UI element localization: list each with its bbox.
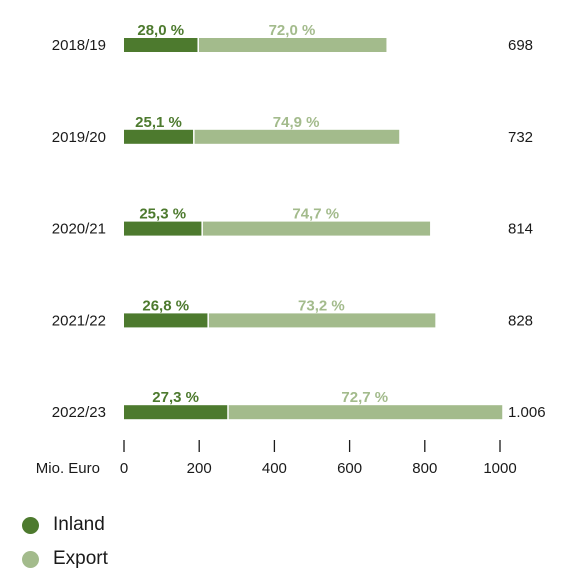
data-label-export-2: 74,7 % [292, 206, 339, 223]
legend-label-inland: Inland [53, 514, 105, 535]
data-label-inland-2: 25,3 % [139, 206, 186, 223]
data-label-export-1: 74,9 % [273, 114, 320, 131]
bar-export-3 [208, 313, 436, 328]
data-label-export-4: 72,7 % [341, 389, 388, 406]
bar-inland-4 [124, 405, 228, 420]
x-tick-label-0: 0 [120, 460, 128, 477]
category-label-2: 2020/21 [52, 221, 106, 238]
total-label-0: 698 [508, 37, 533, 54]
bar-inland-2 [124, 221, 202, 236]
x-tick-label-1: 200 [187, 460, 212, 477]
x-axis-label: Mio. Euro [36, 460, 100, 477]
category-label-3: 2021/22 [52, 312, 106, 329]
stacked-bar-chart: 2018/19 28,0 % 72,0 % 698 2019/20 25,1 % 74,9 … [36, 22, 546, 477]
data-label-inland-1: 25,1 % [135, 114, 182, 131]
data-label-inland-3: 26,8 % [142, 297, 189, 314]
category-label-4: 2022/23 [52, 404, 106, 421]
x-tick-label-3: 600 [337, 460, 362, 477]
total-label-4: 1.006 [508, 404, 546, 421]
bar-inland-1 [124, 129, 194, 144]
category-label-1: 2019/20 [52, 129, 106, 146]
total-label-1: 732 [508, 129, 533, 146]
legend-item-inland: Inland [22, 508, 108, 542]
legend-swatch-export [22, 550, 39, 568]
legend-item-export: Export [22, 542, 108, 576]
bar-export-0 [198, 38, 387, 52]
legend: Inland Export [22, 508, 108, 576]
legend-swatch-inland [22, 516, 39, 534]
bar-export-1 [194, 129, 400, 144]
data-label-export-0: 72,0 % [269, 22, 316, 39]
bar-export-2 [202, 221, 431, 236]
bar-inland-0 [124, 38, 198, 52]
data-label-inland-0: 28,0 % [137, 22, 184, 39]
x-tick-label-4: 800 [412, 460, 437, 477]
data-label-inland-4: 27,3 % [152, 389, 199, 406]
total-label-3: 828 [508, 312, 533, 329]
data-label-export-3: 73,2 % [298, 297, 345, 314]
category-label-0: 2018/19 [52, 37, 106, 54]
x-tick-label-5: 1000 [483, 460, 516, 477]
total-label-2: 814 [508, 221, 533, 238]
bar-export-4 [228, 405, 503, 420]
bar-inland-3 [124, 313, 208, 328]
x-tick-label-2: 400 [262, 460, 287, 477]
legend-label-export: Export [53, 548, 108, 569]
